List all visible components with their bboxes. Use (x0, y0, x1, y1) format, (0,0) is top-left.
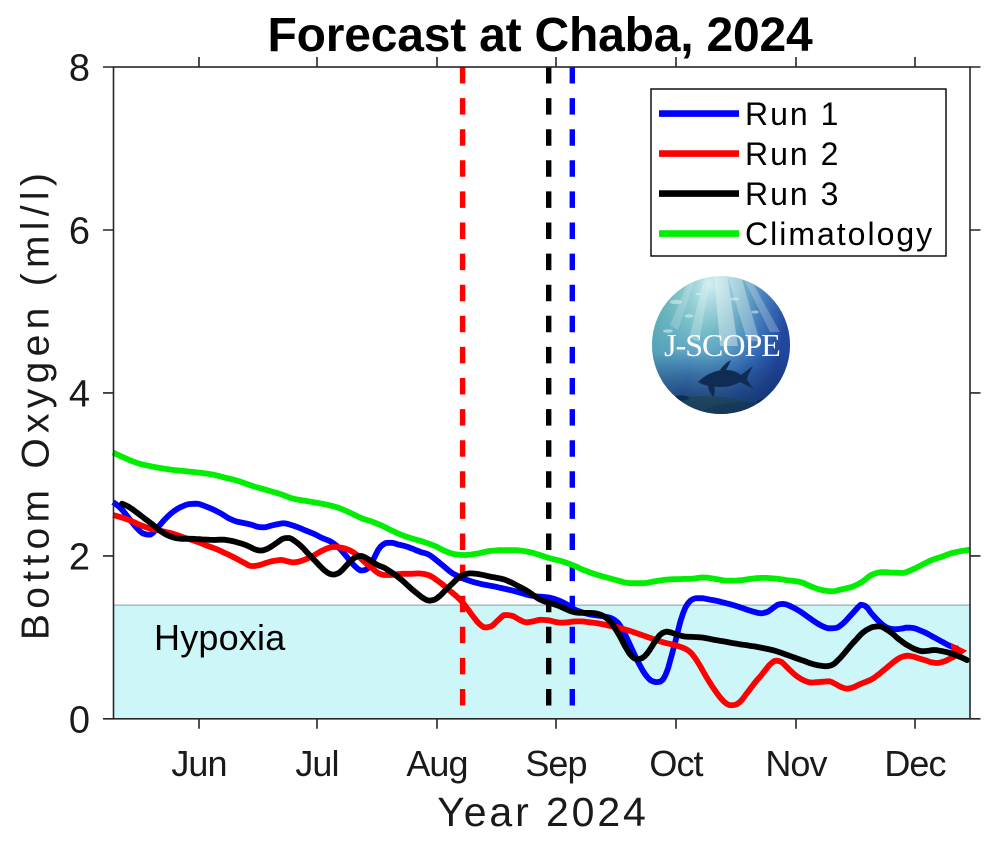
svg-text:Year 2024: Year 2024 (437, 789, 649, 835)
svg-text:8: 8 (69, 48, 90, 90)
svg-text:Nov: Nov (765, 743, 827, 784)
svg-text:Hypoxia: Hypoxia (154, 617, 286, 658)
svg-text:Forecast at Chaba, 2024: Forecast at Chaba, 2024 (268, 9, 813, 62)
svg-text:Aug: Aug (406, 743, 467, 784)
svg-text:Sep: Sep (525, 743, 586, 784)
svg-text:4: 4 (69, 373, 90, 415)
svg-text:Dec: Dec (884, 743, 946, 784)
svg-text:Jul: Jul (295, 743, 338, 784)
svg-text:Bottom Oxygen (ml/l): Bottom Oxygen (ml/l) (15, 168, 58, 640)
svg-text:Climatology: Climatology (745, 216, 934, 252)
svg-text:J-SCOPE: J-SCOPE (664, 327, 780, 363)
svg-text:Oct: Oct (649, 743, 703, 784)
svg-text:Jun: Jun (171, 743, 226, 784)
svg-text:0: 0 (69, 699, 90, 741)
svg-text:Run 1: Run 1 (745, 96, 840, 132)
svg-text:6: 6 (69, 211, 90, 253)
svg-text:2: 2 (69, 536, 90, 578)
svg-text:Run 3: Run 3 (745, 176, 840, 212)
svg-text:Run 2: Run 2 (745, 136, 840, 172)
